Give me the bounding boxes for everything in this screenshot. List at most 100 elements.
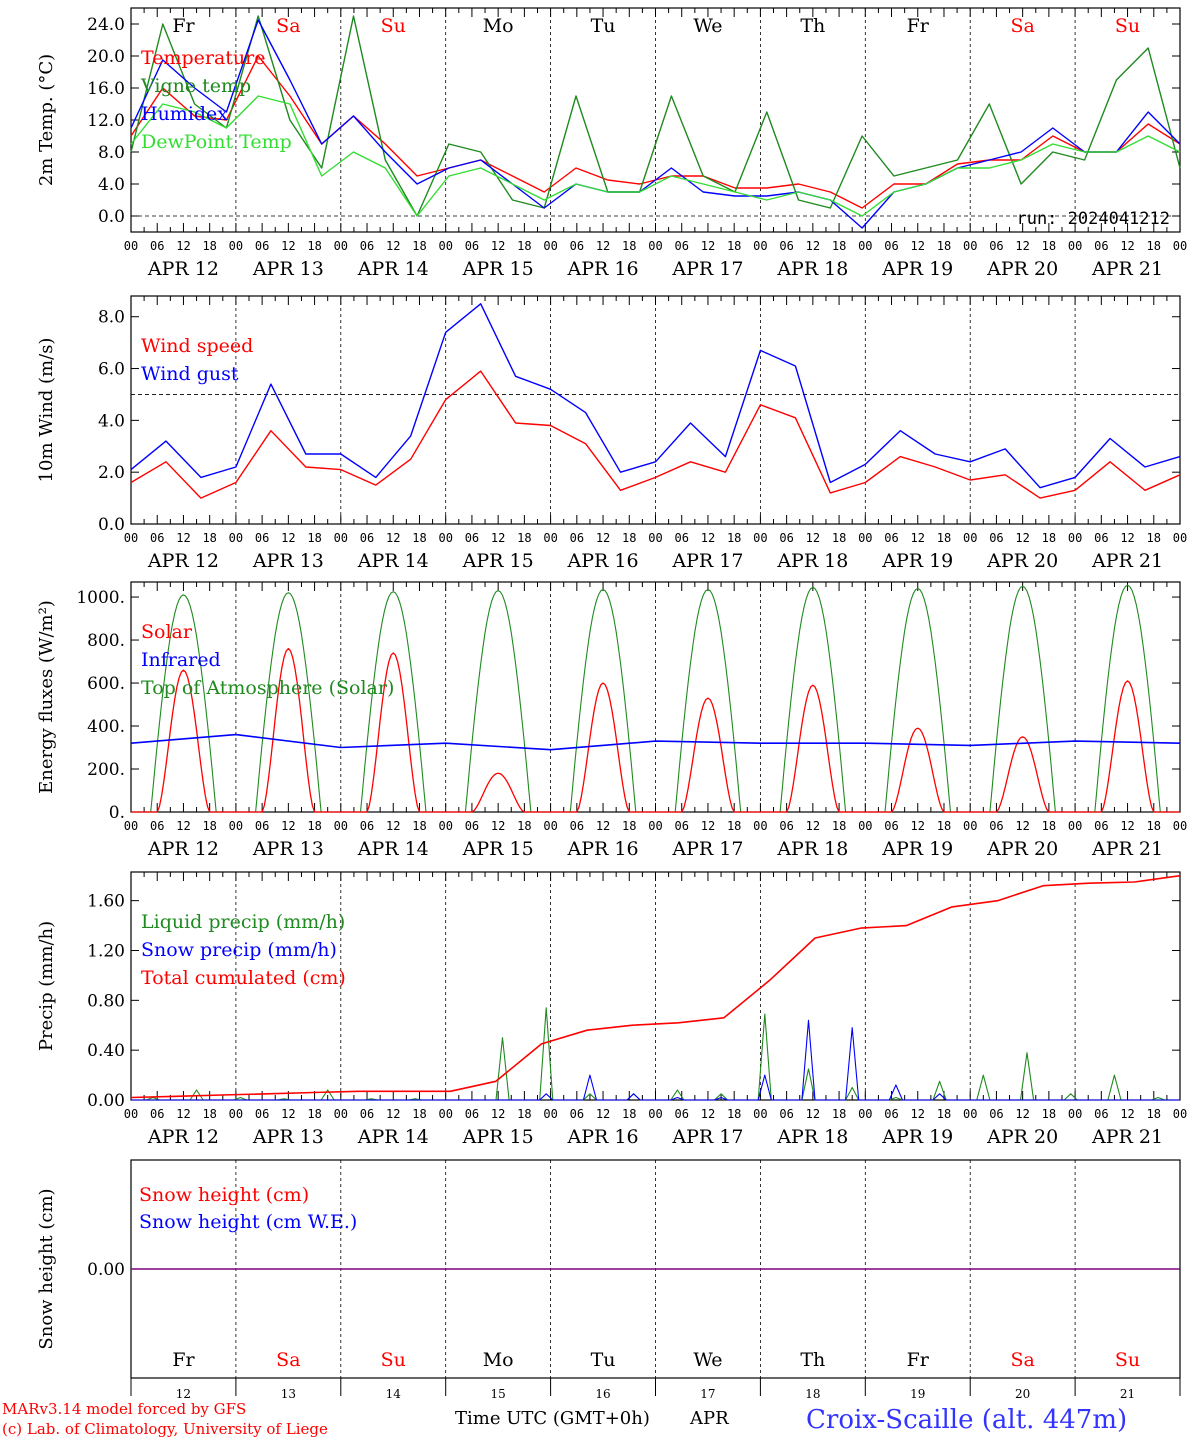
hour-tick-label: 06 [674,819,688,833]
hour-tick-label: 06 [150,531,164,545]
hour-tick-label: 12 [281,531,295,545]
hour-tick-label: 12 [806,1107,820,1121]
hour-tick-label: 18 [937,239,951,253]
date-label: APR 17 [671,550,743,572]
hour-tick-label: 12 [1120,819,1134,833]
hour-tick-label: 12 [176,239,190,253]
hour-tick-label: 00 [124,239,138,253]
footer-lab: (c) Lab. of Climatology, University of L… [2,1420,328,1438]
legend-entry: Total cumulated (cm) [141,967,346,989]
footer-model: MARv3.14 model forced by GFS [2,1400,246,1418]
panel-5: 12 13 14 15 16 17 18 19 20 21 Fr Sa Su Mo Tu We Th Fr Sa Su… [36,1159,1181,1401]
hour-tick-label: 00 [438,819,452,833]
hour-tick-label: 12 [596,531,610,545]
hour-tick-label: 06 [255,531,269,545]
hour-tick-label: 18 [1147,239,1161,253]
date-label: APR 16 [567,1126,639,1148]
date-label: APR 16 [567,550,639,572]
panel-1: 00 06 12 18 00 06 12 18 00 06 12 18 00 06 12 18 00 06 12 18… [36,7,1187,280]
date-label: APR 15 [462,258,534,280]
hour-tick-label: 06 [255,239,269,253]
date-label: APR 12 [147,550,219,572]
date-label: APR 14 [357,838,429,860]
hour-tick-label: 00 [1068,819,1082,833]
day-number-label: 12 [176,1387,191,1401]
y-tick-label: 20.0 [87,47,125,67]
y-axis-label: 10m Wind (m/s) [36,338,57,483]
hour-tick-label: 00 [543,239,557,253]
hour-tick-label: 00 [648,239,662,253]
series-line [130,874,1181,1099]
hour-tick-label: 18 [202,531,216,545]
hour-tick-label: 06 [360,1107,374,1121]
hour-tick-label: 12 [911,1107,925,1121]
hour-tick-label: 12 [281,1107,295,1121]
date-label: APR 21 [1091,550,1163,572]
date-label: APR 12 [147,258,219,280]
date-label: APR 13 [252,550,324,572]
hour-tick-label: 06 [360,239,374,253]
hour-tick-label: 00 [648,819,662,833]
hour-tick-label: 06 [465,1107,479,1121]
hour-tick-label: 18 [937,531,951,545]
hour-tick-label: 06 [150,1107,164,1121]
hour-tick-label: 12 [1015,1107,1029,1121]
weekday-label: Fr [907,1349,930,1371]
y-tick-label: 0.00 [87,1091,125,1111]
y-tick-label: 6.0 [98,360,125,380]
hour-tick-label: 18 [307,1107,321,1121]
hour-tick-label: 06 [1094,819,1108,833]
hour-tick-label: 00 [1173,531,1187,545]
hour-tick-label: 00 [963,819,977,833]
date-label: APR 19 [881,550,953,572]
hour-tick-label: 00 [229,531,243,545]
hour-tick-label: 06 [989,239,1003,253]
hour-tick-label: 18 [517,1107,531,1121]
hour-tick-label: 12 [386,1107,400,1121]
hour-tick-label: 18 [517,531,531,545]
hour-tick-label: 06 [465,819,479,833]
hour-tick-label: 18 [622,531,636,545]
hour-tick-label: 00 [229,239,243,253]
hour-tick-label: 18 [307,531,321,545]
weekday-label: Th [800,1349,825,1371]
hour-tick-label: 18 [1147,819,1161,833]
y-axis-label: Snow height (cm) [36,1188,57,1349]
hour-tick-label: 06 [884,531,898,545]
date-label: APR 14 [357,550,429,572]
hour-tick-label: 12 [911,819,925,833]
hour-tick-label: 00 [1068,239,1082,253]
hour-tick-label: 06 [884,1107,898,1121]
station-label: Croix-Scaille (alt. 447m) [806,1405,1127,1435]
date-label: APR 19 [881,1126,953,1148]
hour-tick-label: 00 [1068,1107,1082,1121]
hour-tick-label: 00 [858,239,872,253]
y-tick-label: 0.00 [87,1260,125,1280]
hour-tick-label: 06 [779,239,793,253]
hour-tick-label: 06 [779,531,793,545]
series-line [130,15,1181,217]
legend-entry: Wind speed [141,335,253,357]
hour-tick-label: 00 [334,1107,348,1121]
panel-2: 00 06 12 18 00 06 12 18 00 06 12 18 00 06 12 18 00 06 12 18… [36,295,1187,572]
hour-tick-label: 18 [1042,819,1056,833]
hour-tick-label: 00 [753,239,767,253]
hour-tick-label: 00 [543,819,557,833]
hour-tick-label: 12 [806,239,820,253]
hour-tick-label: 00 [648,1107,662,1121]
hour-tick-label: 12 [491,239,505,253]
hour-tick-label: 18 [412,819,426,833]
legend-entry: Snow precip (mm/h) [141,939,337,961]
series-line [131,647,1180,813]
weekday-label: Fr [172,15,195,37]
hour-tick-label: 06 [989,1107,1003,1121]
legend-entry: Solar [141,621,193,643]
hour-tick-label: 12 [1120,239,1134,253]
hour-tick-label: 06 [674,531,688,545]
hour-tick-label: 00 [963,1107,977,1121]
y-tick-label: 0.80 [87,991,125,1011]
date-label: APR 14 [357,1126,429,1148]
weekday-label: Mo [483,15,514,37]
weekday-label: Su [1115,1349,1140,1371]
